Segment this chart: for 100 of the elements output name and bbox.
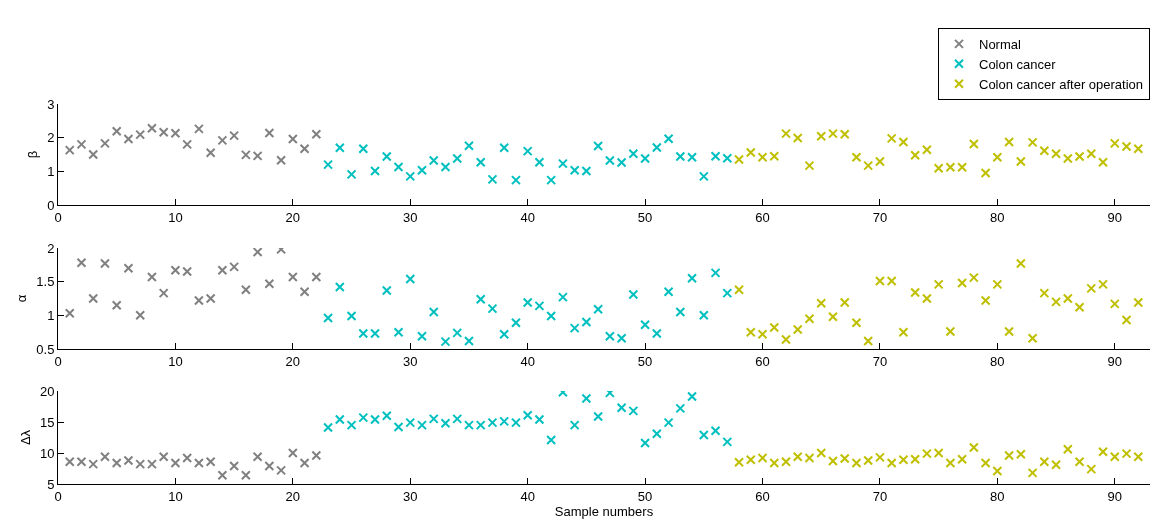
point <box>182 452 193 463</box>
point <box>546 434 557 445</box>
point <box>1039 288 1050 299</box>
point <box>921 144 932 155</box>
y-axis-title: Δλ <box>17 429 33 446</box>
point <box>722 288 733 299</box>
point <box>64 308 75 319</box>
point <box>229 461 240 472</box>
point <box>1121 315 1132 326</box>
point <box>628 148 639 159</box>
point <box>945 326 956 337</box>
y-tick-label: 0.5 <box>36 341 55 357</box>
point <box>827 311 838 322</box>
x-tick-label: 70 <box>872 488 888 504</box>
x-tick-label: 10 <box>168 353 183 369</box>
point <box>863 455 874 466</box>
point <box>522 146 533 157</box>
x-tick-label: 80 <box>990 353 1005 369</box>
point <box>1098 279 1109 290</box>
y-tick-label: 3 <box>47 96 55 112</box>
point <box>264 278 275 289</box>
point <box>1109 451 1120 462</box>
point <box>217 135 228 146</box>
point <box>463 335 474 346</box>
point <box>874 156 885 167</box>
point <box>440 336 451 347</box>
point <box>640 438 651 449</box>
point <box>593 411 604 422</box>
point <box>792 133 803 143</box>
point <box>851 317 862 328</box>
x-tick-label: 60 <box>755 209 770 225</box>
point <box>440 418 451 429</box>
point <box>687 391 698 402</box>
point <box>64 145 75 156</box>
point <box>816 131 827 142</box>
point <box>1027 137 1038 148</box>
point <box>205 147 216 158</box>
point <box>722 153 733 164</box>
point <box>1098 157 1109 168</box>
point <box>898 137 909 148</box>
point <box>734 154 745 165</box>
point <box>323 422 334 433</box>
point <box>933 279 944 290</box>
point <box>99 258 110 269</box>
legend-label: Colon cancer <box>979 56 1057 72</box>
point <box>980 295 991 306</box>
point <box>816 448 827 458</box>
point <box>417 165 427 176</box>
point <box>381 151 392 162</box>
point <box>452 327 463 338</box>
point <box>522 297 533 308</box>
point <box>334 282 345 293</box>
point <box>146 271 157 282</box>
point <box>1074 302 1085 313</box>
x-tick-label: 30 <box>403 488 418 504</box>
point <box>734 284 745 295</box>
point <box>487 303 498 314</box>
point <box>604 155 615 166</box>
point <box>1062 293 1073 304</box>
point <box>417 331 427 342</box>
y-tick-label: 2 <box>47 240 55 256</box>
point <box>769 322 780 333</box>
point <box>1051 296 1062 307</box>
point <box>334 414 345 425</box>
point <box>1015 258 1026 269</box>
point <box>1062 153 1073 164</box>
point <box>1133 143 1144 154</box>
x-tick-label: 90 <box>1107 488 1122 504</box>
point <box>346 420 357 431</box>
point <box>698 310 709 321</box>
point <box>158 288 169 299</box>
point <box>88 149 99 160</box>
y-tick-label: 10 <box>39 445 55 461</box>
point <box>698 171 709 182</box>
point <box>992 152 1003 163</box>
point <box>745 147 756 158</box>
point <box>287 271 298 282</box>
point <box>698 430 709 441</box>
point <box>522 410 533 421</box>
y-tick-label: 1 <box>47 163 55 179</box>
x-tick-label: 40 <box>520 488 535 504</box>
point <box>722 436 733 447</box>
point <box>123 263 134 274</box>
point <box>1004 137 1015 148</box>
point <box>745 454 756 465</box>
point <box>968 272 979 283</box>
point <box>898 327 909 338</box>
point <box>593 304 604 315</box>
point <box>111 126 122 137</box>
point <box>851 152 862 163</box>
point <box>428 155 439 166</box>
point <box>827 456 838 467</box>
point <box>299 286 310 297</box>
point <box>193 123 204 134</box>
point <box>452 153 463 164</box>
x-tick-label: 30 <box>403 209 418 225</box>
point <box>839 453 850 464</box>
point <box>1062 444 1073 455</box>
point <box>252 451 263 462</box>
point <box>381 410 392 421</box>
